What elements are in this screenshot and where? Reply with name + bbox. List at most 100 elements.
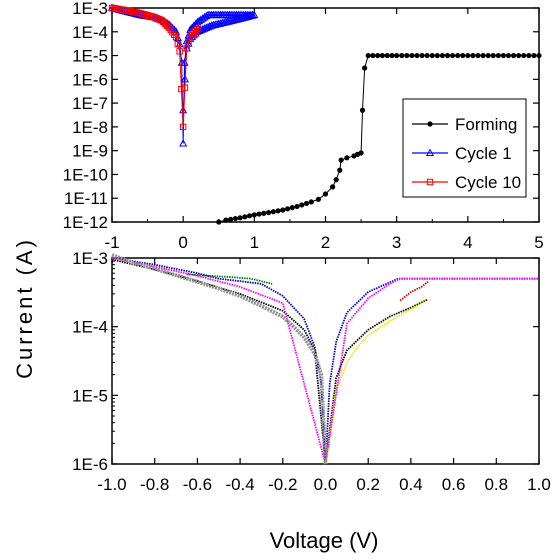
data-point [158,17,166,24]
bot-x-tick-label: 0.6 [442,475,466,494]
top-y-tick-label: 1E-7 [72,94,108,113]
legend-label: Forming [455,115,517,134]
top-y-tick-label: 1E-11 [64,189,108,208]
data-point [179,123,187,131]
legend-box [402,98,527,198]
data-point [505,52,512,59]
data-point [299,202,305,208]
legend-entry: Cycle 10 [412,173,521,192]
top-y-tick-label: 1E-9 [72,142,108,161]
top-panel-legend: Forming Cycle 1 Cycle 10 [402,98,527,198]
top-panel-axes: -1 0 1 2 3 4 5 1E-12 1E-11 1E-10 1E-9 1E-8 1E-7 1E-6 1… [63,0,544,252]
top-y-tick-label: 1E-6 [72,70,108,89]
data-point [330,184,336,190]
data-point [439,52,446,59]
data-point [470,52,476,59]
data-point [455,52,461,59]
bot-x-tick-label: 0.8 [484,475,508,494]
legend-entry: Forming [412,115,517,134]
legend-marker [425,148,435,156]
data-point [195,16,204,25]
data-point [399,52,405,59]
bottom-panel-axes: -1.0 -0.8 -0.6 -0.4 -0.2 0.0 0.2 0.4 0.6 0.8 1.0 1E… [72,249,551,494]
data-point [490,52,496,59]
data-point [188,31,196,39]
data-point [303,200,310,207]
data-point [338,157,344,163]
bottom-series [111,257,539,465]
bot-x-tick-label: -1.0 [97,475,126,494]
data-point [516,52,522,59]
data-point [389,52,395,59]
data-point [365,52,371,59]
data-point [155,15,162,23]
data-point [384,52,390,59]
data-point [531,52,537,59]
top-y-tick-label: 1E-5 [72,47,108,66]
bot-y-tick-label: 1E-4 [72,318,108,337]
bot-x-tick-label: -0.2 [268,475,297,494]
data-point [228,216,234,222]
series-line [111,257,539,465]
data-point [251,212,257,218]
bot-x-tick-label: 1.0 [527,475,551,494]
data-point [216,219,222,225]
data-point [176,48,183,55]
data-point [179,138,188,147]
data-point [163,22,171,30]
data-point [200,12,209,21]
data-point [223,217,229,223]
data-point [333,177,339,183]
bottom-series [324,299,427,465]
data-point [261,210,267,216]
data-point [475,52,481,59]
data-point [315,196,321,202]
data-point [358,150,364,156]
data-point [362,65,368,71]
data-point [521,52,527,59]
data-point [375,52,381,59]
data-point [322,191,329,197]
data-point [379,52,386,59]
data-point [179,105,188,114]
data-point [409,52,415,59]
data-point [444,52,451,59]
series-line [111,257,539,465]
data-point [202,23,211,31]
series-forming [216,52,542,225]
bot-x-tick-label: 0.2 [356,475,380,494]
data-point [265,209,272,216]
data-point [294,203,300,210]
legend-label: Cycle 1 [455,144,512,163]
data-point [192,27,199,35]
data-point [172,33,180,41]
data-point [200,24,209,32]
bot-x-tick-label: -0.4 [225,475,254,494]
data-point [337,167,343,173]
series-line [111,253,328,465]
data-point [196,15,205,23]
top-y-tick-label: 1E-12 [63,213,108,232]
top-y-tick-label: 1E-10 [63,165,108,184]
top-x-tick-label: 1 [250,233,259,252]
legend-label: Cycle 10 [455,173,521,192]
data-point [424,52,430,59]
data-point [280,207,286,213]
data-point [359,107,366,113]
legend-marker [427,121,433,127]
data-point [178,85,185,93]
data-point [480,52,486,59]
legend-entry: Cycle 1 [412,144,512,163]
data-point [193,17,202,26]
data-point [190,29,198,37]
data-point [289,205,295,211]
data-point [194,25,201,33]
data-point [181,84,189,91]
data-point [465,52,471,59]
data-point [500,52,507,59]
data-point [174,41,182,48]
data-point [232,215,238,222]
data-point [204,22,213,31]
data-point [186,34,195,42]
